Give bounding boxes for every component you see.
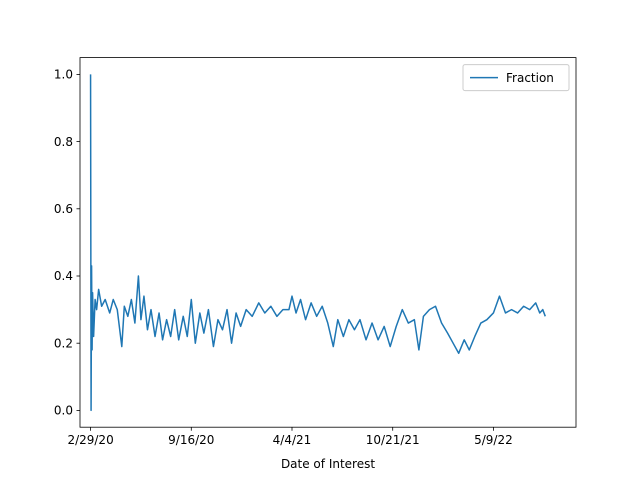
x-tick-label: 2/29/20 <box>67 433 113 447</box>
x-axis-label: Date of Interest <box>281 457 375 471</box>
x-tick-label: 5/9/22 <box>474 433 513 447</box>
legend: Fraction <box>462 64 570 92</box>
y-axis: 0.0 0.2 0.4 0.6 0.8 1.0 <box>54 68 80 418</box>
x-tick-label: 9/16/20 <box>168 433 214 447</box>
plot-frame <box>79 57 577 428</box>
x-tick-label: 4/4/21 <box>273 433 312 447</box>
y-tick-label: 0.6 <box>54 202 73 216</box>
legend-box <box>462 64 570 92</box>
x-axis: 2/29/20 9/16/20 4/4/21 10/21/21 5/9/22 <box>67 427 513 447</box>
legend-label-fraction: Fraction <box>506 71 554 85</box>
y-tick-label: 0.8 <box>54 135 73 149</box>
y-tick-label: 1.0 <box>54 68 73 82</box>
plot-area <box>80 57 576 428</box>
series-line-fraction <box>89 74 546 412</box>
y-tick-label: 0.4 <box>54 269 73 283</box>
series-layer <box>89 74 546 412</box>
y-tick-label: 0.0 <box>54 404 73 418</box>
y-tick-label: 0.2 <box>54 336 73 350</box>
x-tick-label: 10/21/21 <box>366 433 420 447</box>
